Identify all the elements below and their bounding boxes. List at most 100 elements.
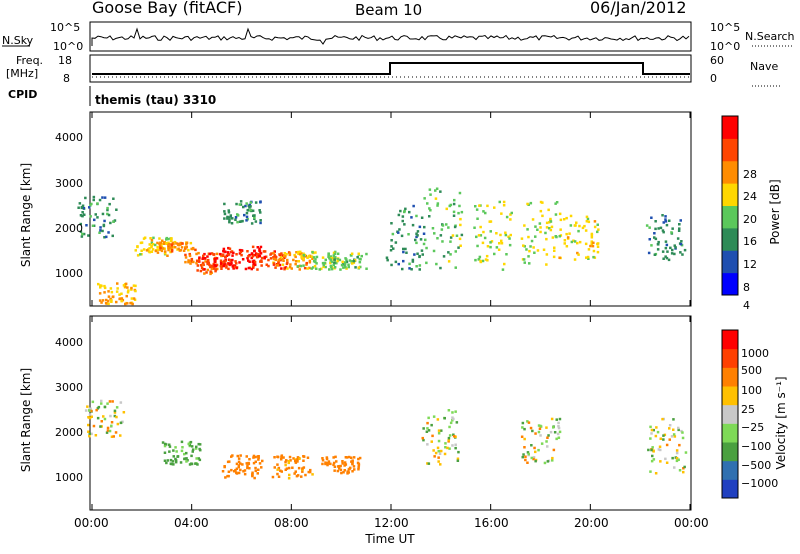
velocity-cell	[252, 456, 255, 459]
power-cell	[311, 266, 315, 269]
velocity-cell	[454, 410, 457, 413]
velocity-cell	[296, 474, 300, 477]
velocity-cell	[540, 442, 544, 445]
power-cell	[397, 213, 401, 217]
velocity-cell	[291, 466, 294, 469]
velocity-cell	[251, 473, 254, 477]
velocity-cell	[280, 458, 283, 461]
velocity-cell	[346, 472, 349, 475]
power-cell	[441, 224, 445, 227]
velocity-cell	[116, 422, 120, 426]
power-cell	[442, 255, 446, 258]
power-cell	[495, 232, 498, 235]
velocity-cell	[675, 457, 679, 460]
power-cell	[365, 252, 368, 256]
velocity-cell	[110, 435, 114, 438]
power-cell	[215, 252, 219, 256]
power-cell	[419, 238, 423, 241]
power-cell	[227, 251, 230, 254]
power-cell	[505, 253, 508, 256]
velocity-cell	[654, 434, 658, 438]
power-cell	[199, 269, 203, 273]
velocity-cell	[119, 434, 122, 437]
nsky-panel-frame	[89, 21, 692, 52]
power-cell	[573, 258, 577, 261]
power-cell	[297, 260, 300, 263]
velocity-cell	[448, 447, 451, 450]
velocity-cell	[344, 456, 348, 459]
velocity-ytick-1000: 1000	[55, 471, 83, 484]
velocity-cell	[357, 464, 361, 467]
power-cell	[210, 264, 214, 268]
power-cell	[411, 260, 415, 263]
power-cell	[310, 255, 314, 258]
power-cell	[126, 291, 130, 294]
power-cell	[593, 256, 597, 259]
power-cell	[451, 234, 455, 237]
power-cell	[473, 226, 476, 229]
power-cell	[283, 266, 286, 270]
power-cell	[245, 211, 249, 215]
power-cell	[209, 272, 212, 276]
power-cell	[172, 243, 175, 246]
velocity-cell	[91, 400, 95, 404]
power-cell	[662, 221, 665, 224]
power-cell	[202, 254, 205, 258]
power-cell	[110, 290, 114, 294]
power-cell	[231, 254, 234, 257]
power-cell	[109, 297, 112, 301]
power-cell	[329, 261, 332, 265]
velocity-cell	[293, 472, 296, 475]
velocity-cell	[113, 411, 117, 414]
power-cell	[529, 245, 532, 248]
power-cell	[593, 225, 597, 229]
power-cell	[234, 218, 237, 221]
velocity-cell	[115, 415, 118, 419]
power-cell	[194, 248, 197, 252]
power-cell	[94, 213, 97, 216]
velocity-cell	[654, 472, 658, 475]
power-cell	[283, 256, 286, 259]
xtick-0000-start: 00:00	[74, 516, 109, 530]
velocity-cell	[230, 468, 233, 472]
power-cell	[459, 244, 462, 247]
power-cell	[559, 228, 562, 231]
power-cell	[303, 266, 307, 270]
velocity-cell	[88, 409, 91, 412]
power-cell	[678, 227, 681, 230]
nave-tick-top: 60	[710, 54, 724, 67]
velocity-cell	[90, 415, 93, 418]
velocity-cell	[100, 399, 103, 403]
power-cell	[81, 232, 84, 236]
power-cell	[294, 255, 297, 259]
power-cell	[223, 263, 226, 266]
power-cell	[250, 256, 253, 260]
power-cell	[528, 262, 531, 265]
velocity-cell	[189, 440, 193, 444]
power-cell	[250, 267, 253, 271]
power-cell	[107, 290, 110, 293]
power-cell	[525, 248, 528, 251]
power-cell	[106, 206, 109, 210]
power-ytick-3000: 3000	[55, 177, 83, 190]
power-cell	[169, 250, 172, 254]
power-cell	[329, 255, 333, 258]
power-cell	[154, 249, 158, 253]
velocity-cell	[106, 429, 110, 432]
velocity-cell	[284, 468, 287, 471]
velocity-cell	[439, 463, 442, 466]
power-cell	[676, 237, 680, 240]
power-cell	[435, 187, 439, 190]
velocity-cell	[533, 446, 536, 450]
power-cell	[167, 248, 170, 252]
velocity-cbar-tick-500: 500	[741, 364, 762, 377]
power-cell	[158, 237, 161, 240]
velocity-cell	[684, 451, 688, 454]
velocity-cell	[443, 452, 447, 456]
power-cell	[545, 263, 548, 266]
power-cell	[167, 243, 170, 247]
power-cell	[650, 244, 653, 247]
power-cell	[170, 237, 173, 240]
velocity-cell	[122, 411, 126, 414]
power-cell	[495, 246, 499, 249]
